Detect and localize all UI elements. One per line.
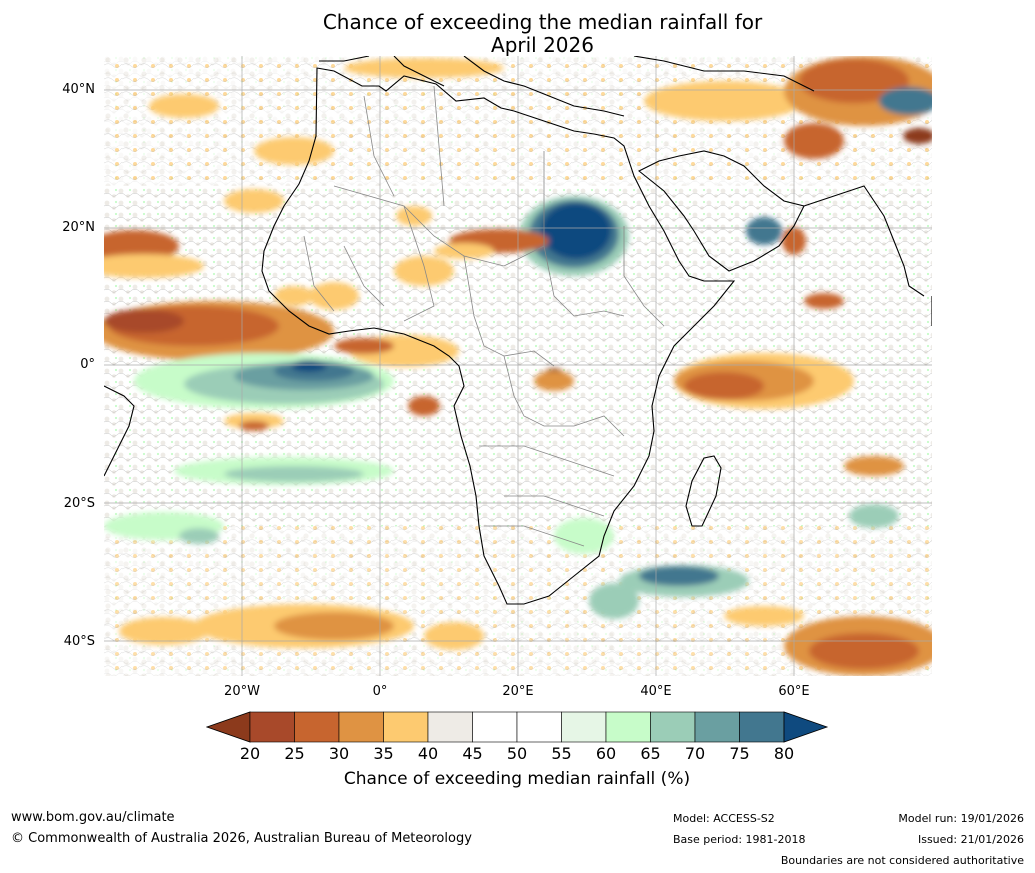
base-period: Base period: 1981-2018 — [673, 833, 806, 846]
model-run-date: Model run: 19/01/2026 — [898, 812, 1024, 825]
colorbar-label: Chance of exceeding median rainfall (%) — [343, 769, 691, 789]
colorbar-cell — [383, 711, 429, 743]
colorbar-arrow-high — [783, 711, 829, 743]
colorbar-tick-label: 55 — [551, 744, 572, 763]
colorbar-tick-label: 70 — [684, 744, 706, 763]
colorbar — [206, 711, 829, 743]
rainfall-map — [104, 56, 932, 676]
colorbar-cell — [605, 711, 651, 743]
colorbar-cell — [427, 711, 473, 743]
colorbar-cell — [249, 711, 295, 743]
colorbar-cell — [294, 711, 340, 743]
colorbar-cell — [739, 711, 785, 743]
website-link[interactable]: www.bom.gov.au/climate — [11, 810, 175, 825]
colorbar-tick-label: 80 — [773, 744, 795, 763]
colorbar-arrow-low — [206, 711, 251, 743]
colorbar-cell — [650, 711, 696, 743]
colorbar-tick-label: 30 — [328, 744, 350, 763]
colorbar-tick-label: 75 — [729, 744, 750, 763]
lon-label-20e: 20°E — [502, 684, 534, 699]
lat-label-20s: 20°S — [63, 496, 95, 511]
lon-label-60e: 60°E — [778, 684, 810, 699]
lat-label-20n: 20°N — [62, 220, 95, 235]
lat-label-40s: 40°S — [63, 634, 95, 649]
colorbar-cell — [561, 711, 607, 743]
country-borders — [303, 85, 665, 547]
colorbar-tick-label: 60 — [595, 744, 617, 763]
map-subtitle-month: April 2026 — [491, 33, 594, 57]
colorbar-tick-label: 50 — [506, 744, 528, 763]
coastlines — [104, 56, 932, 605]
issued-date: Issued: 21/01/2026 — [917, 833, 1024, 846]
colorbar-tick-label: 35 — [373, 744, 394, 763]
anomaly-fills — [104, 56, 932, 676]
lon-label-20w: 20°W — [224, 684, 260, 699]
model-name: Model: ACCESS-S2 — [673, 812, 775, 825]
colorbar-cell — [472, 711, 518, 743]
colorbar-tick-label: 45 — [462, 744, 483, 763]
graticule — [104, 56, 932, 676]
lon-label-0: 0° — [372, 684, 388, 699]
map-title: Chance of exceeding the median rainfall … — [322, 10, 763, 34]
map-canvas — [104, 56, 932, 676]
lat-label-40n: 40°N — [62, 82, 95, 97]
copyright-text: © Commonwealth of Australia 2026, Austra… — [11, 831, 472, 846]
lon-label-40e: 40°E — [640, 684, 672, 699]
colorbar-tick-label: 65 — [640, 744, 661, 763]
colorbar-tick-label: 20 — [239, 744, 261, 763]
boundaries-disclaimer: Boundaries are not considered authoritat… — [780, 854, 1024, 867]
colorbar-tick-label: 40 — [417, 744, 439, 763]
colorbar-cell — [516, 711, 562, 743]
colorbar-cell — [338, 711, 384, 743]
colorbar-cell — [694, 711, 740, 743]
colorbar-tick-label: 25 — [284, 744, 305, 763]
lat-label-0: 0° — [80, 357, 95, 372]
